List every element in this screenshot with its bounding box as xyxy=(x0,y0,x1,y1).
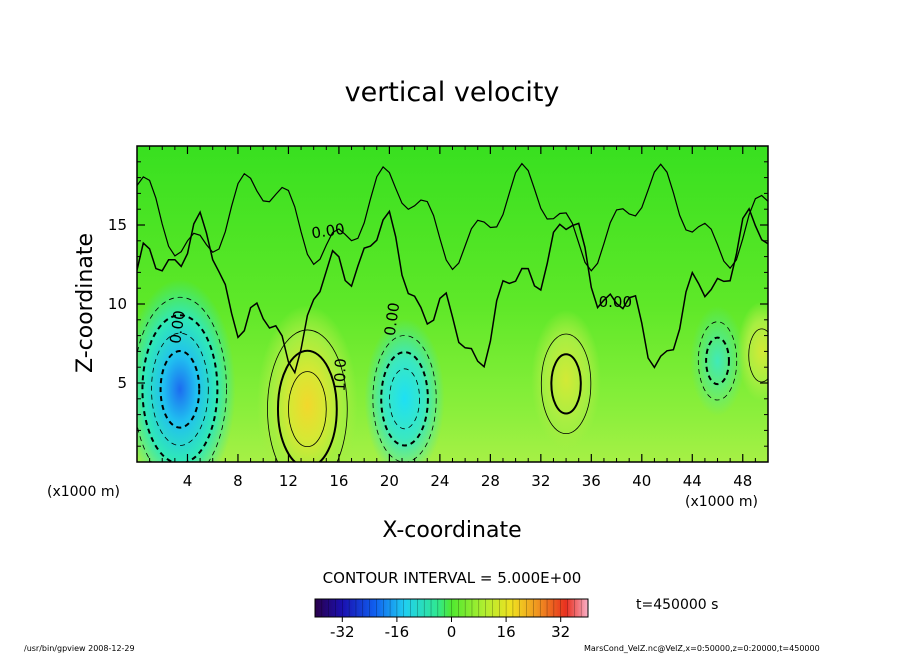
x-tick-label-5: 24 xyxy=(430,472,449,490)
footer-left: /usr/bin/gpview 2008-12-29 xyxy=(24,644,135,653)
contour-4-0 xyxy=(697,321,738,401)
x-tick-label-8: 36 xyxy=(582,472,601,490)
contour-4-1 xyxy=(705,336,730,386)
y-axis: 5 10 15 xyxy=(108,161,768,447)
zero-contour xyxy=(137,207,768,375)
x-tick-label-4: 20 xyxy=(380,472,399,490)
plot-area xyxy=(137,146,768,462)
contour-0-2 xyxy=(288,371,327,448)
colorbar-segments xyxy=(321,599,582,617)
time-label: t=450000 s xyxy=(636,597,718,613)
contour-0-0 xyxy=(267,329,348,462)
y-tick-label-1: 10 xyxy=(108,295,127,313)
x-tick-label-7: 32 xyxy=(531,472,550,490)
x-tick-label-2: 12 xyxy=(279,472,298,490)
y-axis-label: Z-coordinate xyxy=(73,233,98,373)
updraft-shade-5 xyxy=(737,301,768,402)
x-tick-label-10: 44 xyxy=(683,472,702,490)
contour-2-2 xyxy=(389,368,420,430)
contour-1-3 xyxy=(159,350,201,429)
colorbar-tick-label-1: -16 xyxy=(385,623,410,641)
contour-0-1 xyxy=(276,349,338,462)
contour-interval-text: CONTOUR INTERVAL = 5.000E+00 xyxy=(323,569,582,587)
contour-labels: 0.00 0.00 0.00 0.00 10.0 xyxy=(166,220,632,392)
contour-label-2: 0.00 xyxy=(381,301,403,337)
contour-label-3: 0.00 xyxy=(599,293,632,311)
updraft-shade-3 xyxy=(531,309,601,450)
x-axis-label: X-coordinate xyxy=(382,518,521,543)
field-background xyxy=(137,146,768,462)
x-tick-label-6: 28 xyxy=(481,472,500,490)
x-tick-label-0: 4 xyxy=(183,472,193,490)
contour-5-0 xyxy=(748,328,768,383)
contour-3-1 xyxy=(550,353,582,415)
contour-lines xyxy=(137,162,768,462)
contour-2-1 xyxy=(380,351,429,447)
downdraft-shade-2 xyxy=(364,318,445,462)
colorbar-tick-label-0: -32 xyxy=(330,623,355,641)
x-tick-label-9: 40 xyxy=(632,472,651,490)
y-tick-label-2: 15 xyxy=(108,216,127,234)
colorbar-ticks: -32 -16 0 16 32 xyxy=(330,617,570,641)
x-tick-label-11: 48 xyxy=(733,472,752,490)
x-axis: 4 8 12 16 20 24 28 32 36 40 44 48 xyxy=(149,146,756,490)
footer-right: MarsCond_VelZ.nc@VelZ,x=0:50000,z=0:2000… xyxy=(584,644,820,653)
contour-label-4: 10.0 xyxy=(331,358,350,392)
x-tick-label-3: 16 xyxy=(329,472,348,490)
colorbar-tick-label-4: 32 xyxy=(551,623,570,641)
chart-title: vertical velocity xyxy=(345,77,560,108)
colorbar-tick-label-2: 0 xyxy=(447,623,457,641)
y-tick-label-0: 5 xyxy=(117,374,127,392)
x-axis-unit-right: (x1000 m) xyxy=(685,494,758,510)
contour-2-0 xyxy=(372,335,437,462)
contour-1-2 xyxy=(151,332,209,446)
updraft-shade-0 xyxy=(256,305,358,462)
zero-contour-upper xyxy=(137,162,768,272)
x-axis-unit-left: (x1000 m) xyxy=(47,484,120,500)
contour-1-0 xyxy=(137,296,227,462)
downdraft-shade-1 xyxy=(137,279,236,462)
colorbar-tick-label-3: 16 xyxy=(497,623,516,641)
contour-3-0 xyxy=(540,333,592,435)
contour-label-0: 0.00 xyxy=(310,220,346,242)
contour-label-1: 0.00 xyxy=(166,309,188,345)
colorbar: -32 -16 0 16 32 xyxy=(314,598,589,641)
contour-1-1 xyxy=(141,314,219,462)
x-tick-label-1: 8 xyxy=(233,472,243,490)
